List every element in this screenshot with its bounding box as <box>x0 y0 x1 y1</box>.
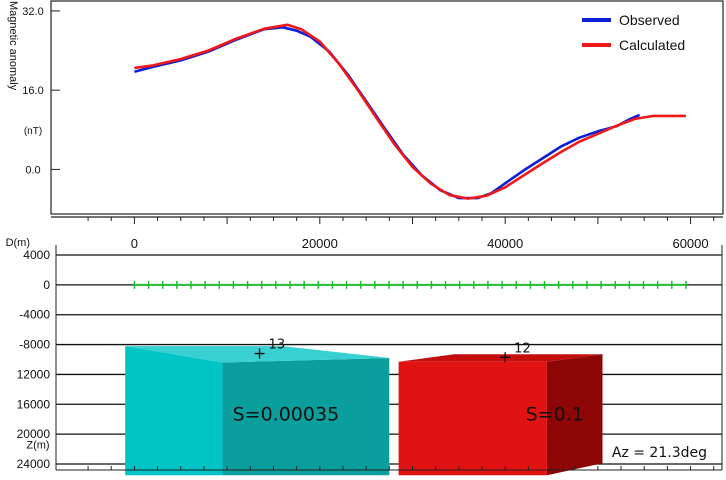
anomaly-y-axis-label: Magnetic anomaly <box>7 1 19 91</box>
x-tick-label: 0 <box>131 236 138 251</box>
susceptibility-label: S=0.00035 <box>233 404 340 426</box>
causative-body-12: 12 S=0.1 <box>398 341 603 476</box>
anomaly-grid-lines <box>51 10 60 170</box>
section-x-axis-label: D(m) <box>6 237 30 249</box>
series-line-observed <box>134 25 641 200</box>
body-side-face <box>546 354 603 476</box>
depth-axis-label: Z(m) <box>26 440 49 452</box>
series-line-calculated <box>134 23 686 200</box>
susceptibility-label: S=0.1 <box>526 404 584 426</box>
section-stations <box>133 280 687 289</box>
causative-body-13: 13 S=0.00035 <box>125 338 390 476</box>
section-bottom-ticks <box>87 466 715 470</box>
depth-tick-label: 12000 <box>17 367 51 381</box>
anomaly-y-tick-label: 16.0 <box>22 85 43 97</box>
cross-section-chart: 13 S=0.00035 12 S=0.1 4000 0 -4000 -8000 12000 1… <box>17 245 723 476</box>
depth-tick-label: 16000 <box>17 397 51 411</box>
body-side-face <box>222 358 390 476</box>
body-top-face <box>398 354 603 362</box>
depth-tick-label: 24000 <box>17 457 51 471</box>
x-tick-label: 20000 <box>302 236 338 251</box>
depth-tick-label: -8000 <box>19 338 50 352</box>
x-tick-label: 40000 <box>487 236 523 251</box>
anomaly-y-tick-label: 32.0 <box>22 6 43 18</box>
azimuth-label: Az = 21.3deg <box>612 445 707 461</box>
anomaly-y-unit: (nT) <box>24 126 42 137</box>
section-bodies: 13 S=0.00035 12 S=0.1 <box>125 338 603 476</box>
depth-tick-label: 20000 <box>17 427 51 441</box>
anomaly-plot-frame <box>50 0 724 215</box>
anomaly-series-group <box>134 23 686 200</box>
legend-label-observed: Observed <box>619 12 680 28</box>
body-front-face <box>125 346 223 476</box>
legend: Observed Calculated <box>582 12 685 53</box>
section-y-axis: 4000 0 -4000 -8000 12000 16000 20000 24000 <box>17 248 51 471</box>
x-tick-label: 60000 <box>672 236 708 251</box>
body-top-face <box>125 346 390 363</box>
anomaly-chart: 32.0 16.0 0.0 (nT) Magnetic anomaly Observ… <box>7 0 724 215</box>
x-axis: 0 20000 40000 60000 <box>87 217 715 251</box>
anomaly-y-tick-label: 0.0 <box>25 164 40 176</box>
body-id-label: 13 <box>269 338 286 353</box>
legend-label-calculated: Calculated <box>619 37 685 53</box>
anomaly-y-axis: 32.0 16.0 0.0 <box>22 6 43 177</box>
body-centroid-marker <box>500 352 511 363</box>
body-front-face <box>398 361 547 476</box>
body-centroid-marker <box>254 348 265 359</box>
body-id-label: 12 <box>514 341 531 356</box>
depth-tick-label: -4000 <box>19 308 50 322</box>
depth-tick-label: 4000 <box>23 248 50 262</box>
depth-tick-label: 0 <box>43 278 50 292</box>
